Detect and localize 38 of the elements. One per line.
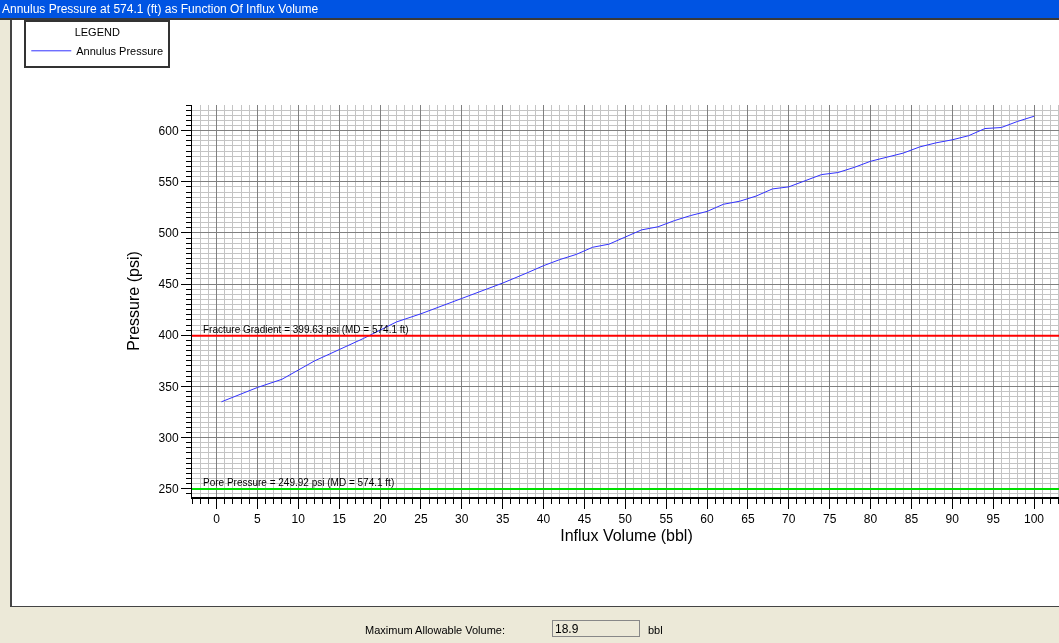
x-tick-label: 30 <box>455 512 469 527</box>
x-tick-label: 10 <box>291 512 306 527</box>
x-tick-label: 0 <box>213 512 221 527</box>
y-axis-title: Pressure (psi) <box>125 251 143 351</box>
x-tick-label: 75 <box>822 512 837 527</box>
y-tick-label: 600 <box>158 123 179 138</box>
x-tick-label: 65 <box>741 512 755 527</box>
x-tick-label: 95 <box>986 512 1001 527</box>
x-axis-title: Influx Volume (bbl) <box>560 526 693 544</box>
x-tick-label: 5 <box>254 512 262 527</box>
x-tick-label: 20 <box>373 512 388 527</box>
x-tick-label: 55 <box>659 512 674 527</box>
y-tick-label: 250 <box>158 482 179 497</box>
y-tick-label: 550 <box>158 174 179 189</box>
x-tick-label: 15 <box>332 512 347 527</box>
x-tick-label: 70 <box>782 512 796 527</box>
x-tick-label: 85 <box>904 512 919 527</box>
y-tick-label: 350 <box>158 379 179 394</box>
x-tick-label: 50 <box>618 512 633 527</box>
text: bbl <box>648 624 663 636</box>
chart-title: Annulus Pressure at 574.1 (ft) as Function Of Influx Volume <box>0 0 1059 20</box>
x-tick-label: 25 <box>414 512 428 527</box>
y-tick-label: 400 <box>158 328 179 343</box>
y-tick-label: 450 <box>158 277 179 292</box>
y-tick-label: 500 <box>158 226 179 241</box>
ref-line-label: Pore Pressure = 249.92 psi (MD = 574.1 ft) <box>203 477 395 488</box>
x-tick-label: 100 <box>1024 512 1045 527</box>
x-tick-label: 35 <box>495 512 510 527</box>
x-tick-label: 80 <box>863 512 878 527</box>
text: 18.9 <box>552 620 640 637</box>
legend-label: Annulus Pressure <box>76 45 164 58</box>
x-tick-label: 90 <box>945 512 960 527</box>
text: Maximum Allowable Volume: <box>365 624 506 636</box>
legend-title: LEGEND <box>74 26 120 39</box>
x-tick-label: 60 <box>700 512 715 527</box>
y-tick-label: 300 <box>158 430 179 445</box>
x-tick-label: 40 <box>536 512 551 527</box>
x-tick-label: 45 <box>577 512 592 527</box>
